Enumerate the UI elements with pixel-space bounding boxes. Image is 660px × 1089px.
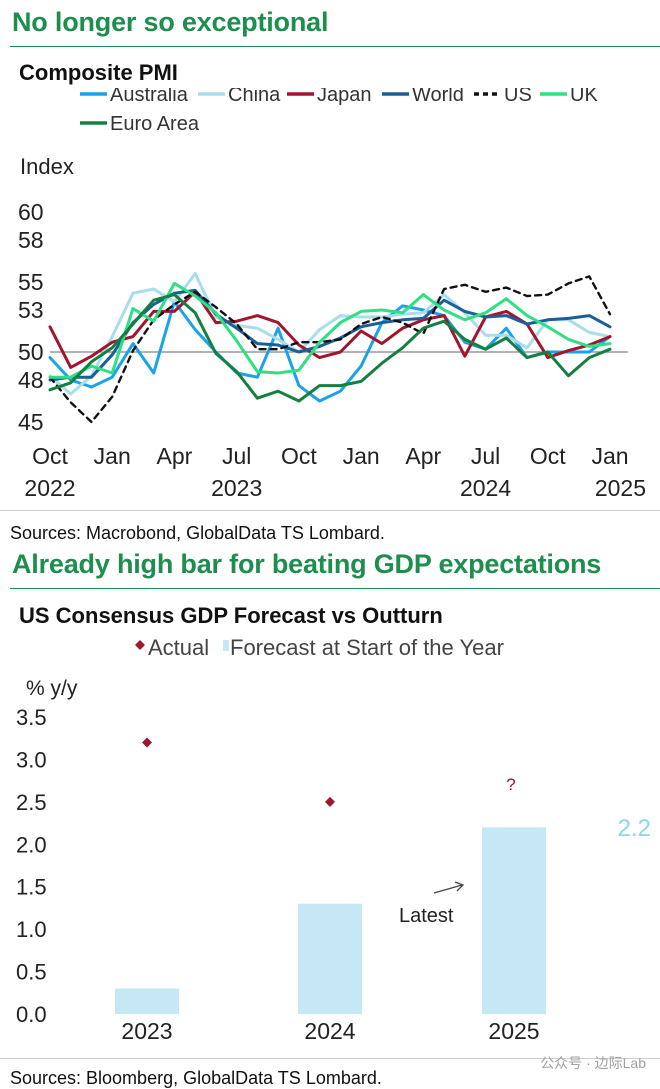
pmi-y-tick-label: 53 xyxy=(18,297,44,323)
pmi-y-tick-label: 60 xyxy=(18,199,44,225)
pmi-x-tick-year: 2025 xyxy=(595,475,646,501)
gdp-actual-markers xyxy=(142,737,335,807)
pmi-x-tick-month: Jan xyxy=(94,443,131,469)
pmi-x-tick-month: Jul xyxy=(222,443,251,469)
pmi-x-tick-month: Oct xyxy=(530,443,566,469)
pmi-x-tick-month: Oct xyxy=(32,443,68,469)
legend-label-actual: Actual xyxy=(148,635,209,660)
gdp-y-tick-label: 3.0 xyxy=(16,747,47,772)
gdp-y-tick-label: 3.5 xyxy=(16,705,47,730)
pmi-x-tick-month: Oct xyxy=(281,443,317,469)
pmi-chart-title: Composite PMI xyxy=(19,60,178,85)
gdp-y-ticks: 0.0 0.5 1.0 1.5 2.0 2.5 3.0 3.5 xyxy=(16,705,47,1027)
series-line-china xyxy=(48,272,612,396)
legend-diamond-icon xyxy=(135,640,145,650)
gdp-x-tick-label: 2024 xyxy=(304,1018,355,1044)
pmi-y-tick-label: 50 xyxy=(18,339,44,365)
panel1-divider xyxy=(0,510,660,511)
panel2-headline: Already high bar for beating GDP expecta… xyxy=(12,549,602,579)
legend-label-forecast: Forecast at Start of the Year xyxy=(230,635,504,660)
legend-label-euro-area: Euro Area xyxy=(110,113,200,135)
pmi-x-ticks: Oct 2022 Jan Apr Jul 2023 Oct Jan Apr Jul 2024 Oct J… xyxy=(24,443,646,501)
panel1-headline: No longer so exceptional xyxy=(12,7,329,37)
pmi-x-tick-year: 2022 xyxy=(24,475,75,501)
legend-label-china: China xyxy=(228,88,281,106)
panel2-divider xyxy=(0,1058,660,1059)
series-line-us xyxy=(48,275,612,424)
pmi-x-tick-month: Jan xyxy=(343,443,380,469)
legend-label-us: US xyxy=(504,88,532,106)
pmi-chart: Australia China Japan World US UK Euro Area In… xyxy=(18,88,646,501)
pmi-y-tick-label: 55 xyxy=(18,269,44,295)
panel1-source: Sources: Macrobond, GlobalData TS Lombar… xyxy=(10,523,385,543)
headline-rule-2 xyxy=(10,588,660,589)
watermark: 公众号 · 边际Lab xyxy=(540,1055,646,1071)
pmi-x-tick-month: Jul xyxy=(471,443,500,469)
gdp-bars xyxy=(115,827,546,1014)
gdp-chart-title: US Consensus GDP Forecast vs Outturn xyxy=(19,603,443,628)
pmi-x-tick-month: Apr xyxy=(157,443,193,469)
gdp-x-ticks: 2023 2024 2025 xyxy=(121,1018,539,1044)
gdp-x-tick-label: 2023 xyxy=(121,1018,172,1044)
pmi-legend: Australia China Japan World US UK Euro Area xyxy=(80,88,598,135)
gdp-y-tick-label: 2.5 xyxy=(16,790,47,815)
legend-label-world: World xyxy=(412,88,464,106)
legend-label-uk: UK xyxy=(570,88,598,106)
pmi-y-axis-label: Index xyxy=(20,154,74,179)
actual-marker-2023 xyxy=(142,737,152,748)
legend-swatch-forecast xyxy=(223,640,229,651)
gdp-y-tick-label: 0.0 xyxy=(16,1002,47,1027)
latest-label: Latest xyxy=(399,905,454,927)
gdp-y-tick-label: 0.5 xyxy=(16,960,47,985)
forecast-bar-2025 xyxy=(482,827,546,1014)
gdp-y-axis-label: % y/y xyxy=(26,677,78,700)
pmi-y-tick-label: 58 xyxy=(18,227,44,253)
pmi-x-tick-year: 2024 xyxy=(460,475,511,501)
unknown-actual-marker: ? xyxy=(506,775,515,794)
gdp-y-tick-label: 1.5 xyxy=(16,875,47,900)
pmi-x-tick-year: 2023 xyxy=(211,475,262,501)
panel2-source: Sources: Bloomberg, GlobalData TS Lombar… xyxy=(10,1068,382,1088)
gdp-chart: Actual Forecast at Start of the Year % y/… xyxy=(16,635,651,1044)
forecast-bar-2023 xyxy=(115,988,179,1014)
pmi-y-tick-label: 45 xyxy=(18,409,44,435)
series-line-euro-area xyxy=(48,293,612,403)
pmi-y-tick-label: 48 xyxy=(18,367,44,393)
pmi-x-tick-month: Apr xyxy=(405,443,441,469)
latest-arrowhead-icon xyxy=(454,881,465,892)
headline-rule xyxy=(10,46,660,47)
pmi-x-tick-month: Jan xyxy=(591,443,628,469)
legend-label-japan: Japan xyxy=(317,88,372,106)
series-line-uk xyxy=(48,281,612,379)
latest-forecast-value: 2.2 xyxy=(618,815,651,842)
gdp-y-tick-label: 1.0 xyxy=(16,917,47,942)
gdp-y-tick-label: 2.0 xyxy=(16,832,47,857)
latest-arrow-icon xyxy=(433,884,463,894)
legend-label-australia: Australia xyxy=(110,88,189,106)
actual-marker-2024 xyxy=(325,796,335,807)
gdp-legend: Actual Forecast at Start of the Year xyxy=(135,635,504,660)
pmi-series xyxy=(48,272,612,424)
gdp-x-tick-label: 2025 xyxy=(488,1018,539,1044)
series-line-japan xyxy=(48,290,612,369)
forecast-bar-2024 xyxy=(298,903,362,1014)
